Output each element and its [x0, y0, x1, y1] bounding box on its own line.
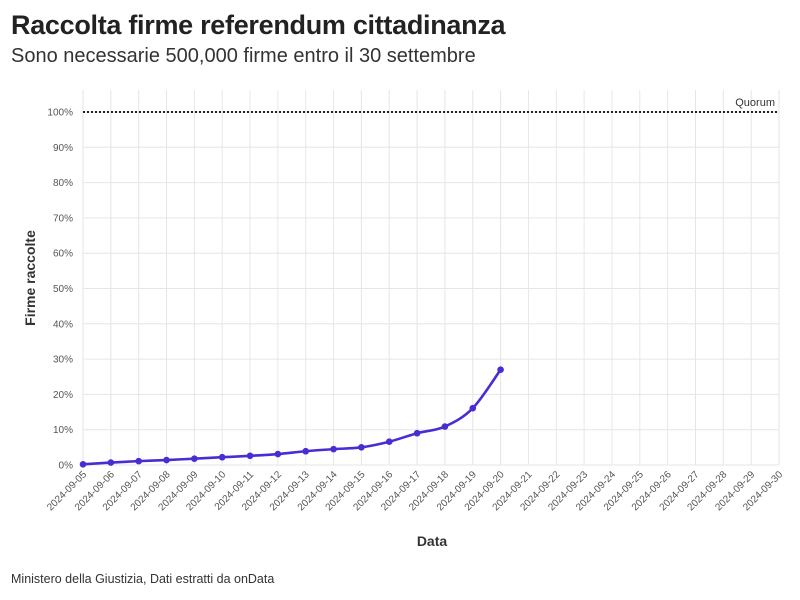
- data-point: [441, 423, 449, 430]
- data-point: [274, 450, 282, 458]
- y-tick-label: 100%: [47, 108, 73, 119]
- data-point: [497, 366, 504, 373]
- y-axis-tick-labels: 0% 10% 20% 30% 40% 50% 60% 70% 80% 90% 100%: [47, 108, 73, 472]
- chart-caption: Ministero della Giustizia, Dati estratti…: [11, 572, 275, 586]
- quorum-label: Quorum: [735, 97, 775, 109]
- data-point: [302, 447, 310, 455]
- series-line: [81, 368, 502, 466]
- y-axis-title: Firme raccolte: [22, 230, 38, 326]
- y-tick-label: 40%: [53, 319, 73, 330]
- y-tick-label: 70%: [53, 213, 73, 224]
- chart-subtitle: Sono necessarie 500,000 firme entro il 3…: [11, 45, 476, 67]
- y-tick-label: 10%: [53, 425, 73, 436]
- data-point: [191, 455, 198, 462]
- grid-lines: [82, 90, 780, 466]
- data-point: [79, 460, 87, 468]
- series-group: [79, 366, 504, 468]
- data-point: [413, 429, 421, 437]
- quorum-line-group: Quorum: [83, 97, 779, 113]
- data-point: [385, 438, 393, 446]
- y-tick-label: 20%: [53, 390, 73, 401]
- chart-title: Raccolta firme referendum cittadinanza: [11, 10, 506, 40]
- data-point: [218, 453, 226, 461]
- data-point: [107, 459, 115, 466]
- data-point: [246, 452, 254, 460]
- y-tick-label: 50%: [53, 284, 73, 295]
- y-tick-label: 0%: [59, 461, 74, 472]
- y-tick-label: 30%: [53, 355, 73, 366]
- y-tick-label: 90%: [53, 143, 73, 154]
- y-tick-label: 80%: [53, 178, 73, 189]
- data-point: [135, 457, 142, 465]
- x-axis-tick-labels: 2024-09-052024-09-062024-09-072024-09-08…: [45, 469, 785, 513]
- y-tick-label: 60%: [53, 249, 73, 260]
- line-chart: Quorum 0% 10% 20% 30% 40% 50% 60% 70% 80% 90% 100%…: [22, 90, 785, 549]
- data-point: [163, 456, 170, 464]
- data-point: [358, 444, 365, 451]
- data-point: [469, 404, 477, 412]
- data-point: [330, 445, 337, 453]
- x-axis-title: Data: [417, 533, 448, 549]
